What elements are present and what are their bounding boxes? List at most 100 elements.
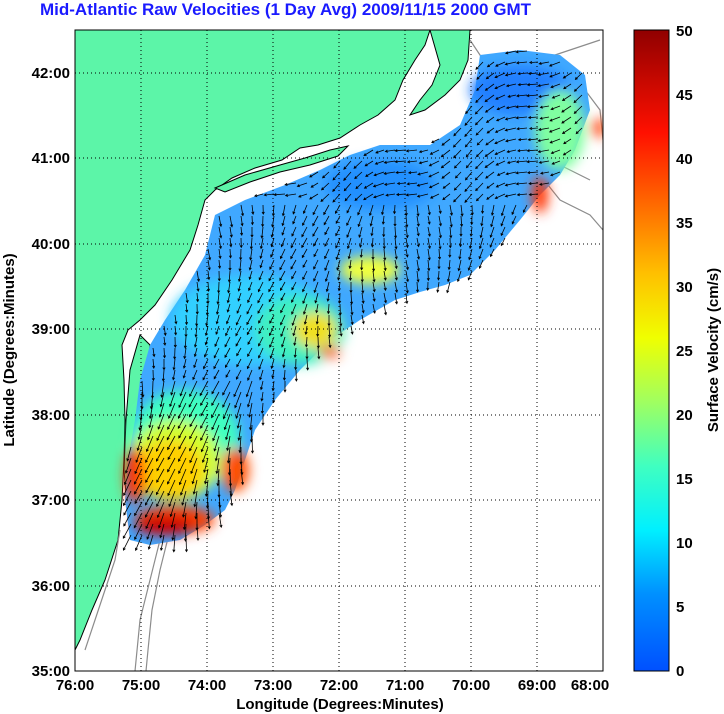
- velocity-arrow: [385, 193, 396, 197]
- velocity-arrow: [240, 215, 244, 227]
- velocity-arrow: [189, 402, 198, 418]
- velocity-arrow: [309, 171, 319, 178]
- velocity-arrow: [464, 171, 473, 181]
- velocity-arrow: [537, 138, 550, 143]
- velocity-arrow: [246, 303, 253, 315]
- velocity-arrow: [317, 347, 321, 360]
- velocity-arrow: [161, 369, 165, 382]
- velocity-arrow: [217, 270, 221, 282]
- colorbar-tick: 5: [676, 599, 684, 616]
- velocity-arrow: [381, 215, 385, 225]
- velocity-arrow: [152, 347, 156, 358]
- y-tick-label: 41:00: [32, 150, 70, 167]
- velocity-arrow: [453, 193, 462, 203]
- velocity-arrow: [178, 391, 187, 409]
- velocity-arrow: [416, 248, 420, 260]
- velocity-arrow: [360, 270, 364, 283]
- velocity-arrow: [122, 534, 132, 551]
- velocity-arrow: [343, 160, 352, 170]
- velocity-arrow: [248, 270, 253, 281]
- colorbar-tick: 45: [676, 87, 693, 104]
- velocity-arrow: [526, 83, 539, 87]
- velocity-arrow: [301, 237, 308, 249]
- velocity-arrow: [145, 501, 154, 518]
- velocity-arrow: [467, 270, 473, 281]
- velocity-arrow: [202, 369, 209, 381]
- velocity-arrow: [517, 149, 528, 153]
- velocity-arrow: [313, 281, 319, 294]
- y-tick-label: 35:00: [32, 663, 70, 680]
- velocity-arrow: [247, 292, 253, 304]
- velocity-arrow: [563, 83, 572, 90]
- velocity-arrow: [167, 435, 176, 451]
- velocity-arrow: [383, 259, 387, 272]
- velocity-arrow: [394, 248, 398, 260]
- velocity-arrow: [326, 292, 330, 302]
- velocity-arrow: [515, 116, 528, 120]
- velocity-arrow: [157, 413, 165, 430]
- x-tick-label: 75:00: [122, 677, 160, 694]
- velocity-arrow: [215, 314, 220, 325]
- velocity-arrow: [156, 435, 165, 452]
- velocity-arrow: [457, 259, 462, 272]
- velocity-arrow: [259, 259, 264, 269]
- velocity-arrow: [353, 160, 363, 169]
- velocity-arrow: [269, 259, 275, 270]
- velocity-arrow: [263, 193, 275, 197]
- velocity-arrow: [383, 292, 387, 304]
- land-mainland: [75, 30, 431, 651]
- velocity-arrow: [178, 468, 187, 486]
- velocity-arrow: [258, 270, 264, 281]
- velocity-arrow: [372, 259, 376, 272]
- velocity-arrow: [173, 336, 177, 349]
- velocity-arrow: [258, 325, 264, 335]
- velocity-arrow: [269, 303, 275, 313]
- velocity-arrow: [304, 336, 308, 348]
- velocity-arrow: [294, 369, 298, 382]
- velocity-arrow: [280, 303, 286, 314]
- velocity-arrow: [369, 215, 374, 227]
- velocity-arrow: [511, 204, 517, 216]
- velocity-arrow: [368, 204, 374, 217]
- velocity-arrow: [189, 413, 198, 428]
- velocity-arrow: [145, 468, 154, 484]
- velocity-arrow: [282, 358, 286, 369]
- velocity-arrow: [360, 259, 364, 271]
- velocity-arrow: [484, 149, 495, 158]
- velocity-arrow: [284, 182, 297, 186]
- velocity-arrow: [394, 237, 398, 250]
- velocity-arrow: [562, 72, 572, 79]
- velocity-arrow: [291, 314, 297, 326]
- velocity-arrow: [489, 237, 495, 248]
- y-tick-label: 39:00: [32, 321, 70, 338]
- velocity-arrow: [359, 237, 363, 249]
- velocity-arrow: [260, 402, 264, 415]
- velocity-arrow: [548, 127, 561, 133]
- x-axis-label: Longitude (Degrees:Minutes): [236, 696, 444, 713]
- velocity-arrow: [429, 193, 440, 199]
- velocity-arrow: [162, 359, 166, 371]
- velocity-arrow: [551, 94, 561, 99]
- velocity-arrow: [159, 523, 165, 539]
- velocity-arrow: [279, 259, 286, 271]
- velocity-arrow: [247, 391, 253, 408]
- velocity-arrow: [407, 171, 418, 175]
- velocity-arrow: [272, 391, 276, 404]
- velocity-arrow: [271, 369, 275, 379]
- velocity-arrow: [214, 446, 220, 462]
- velocity-arrow: [416, 215, 420, 227]
- velocity-arrow: [260, 380, 264, 391]
- velocity-arrow: [248, 281, 253, 292]
- velocity-arrow: [343, 182, 352, 192]
- velocity-arrow: [526, 171, 539, 175]
- velocity-arrow: [229, 490, 234, 507]
- velocity-arrow: [312, 215, 319, 227]
- velocity-arrow: [344, 193, 352, 202]
- velocity-arrow: [145, 490, 154, 506]
- velocity-arrow: [247, 336, 253, 345]
- velocity-arrow: [446, 270, 451, 283]
- velocity-arrow: [338, 303, 342, 316]
- velocity-arrow: [526, 149, 539, 153]
- velocity-arrow: [561, 116, 572, 124]
- velocity-arrow: [305, 348, 309, 360]
